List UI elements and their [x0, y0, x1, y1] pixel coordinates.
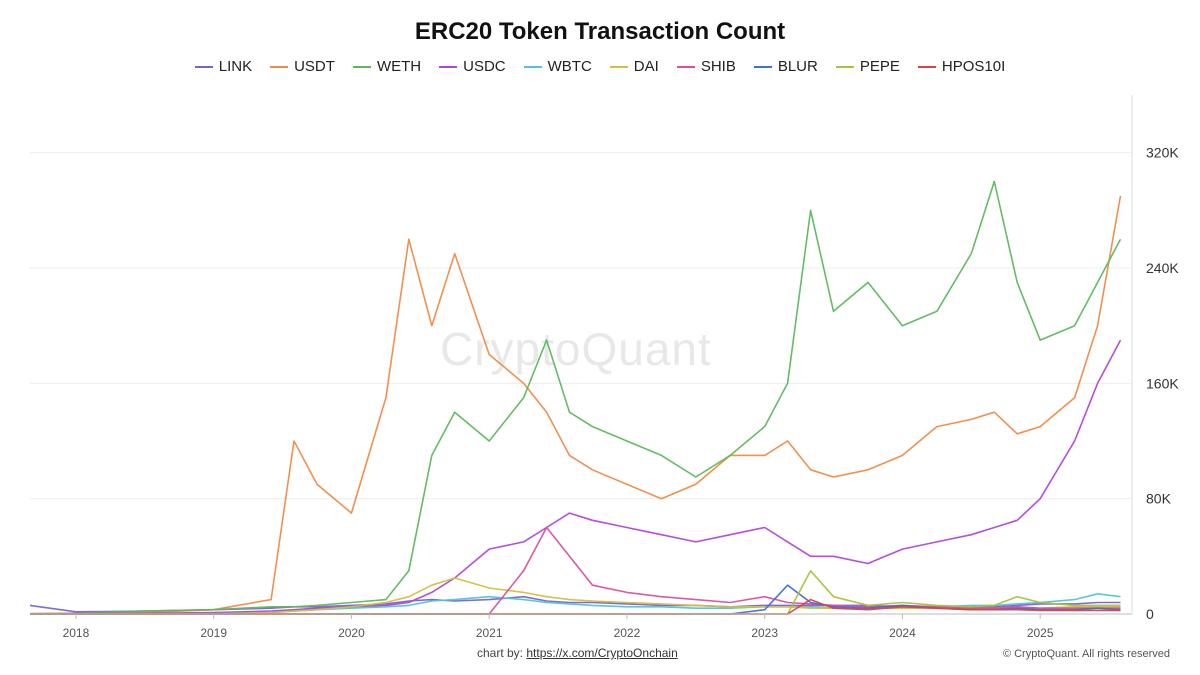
series-line-usdc	[29, 339, 1122, 615]
legend-swatch	[609, 65, 628, 68]
x-tick-label: 2019	[200, 626, 227, 640]
chart-legend: LINK USDT WETH USDC WBTC DAI SHIB BLUR PEPE HPOS1…	[0, 58, 1200, 75]
series-group	[29, 180, 1122, 615]
y-tick-label: 240K	[1146, 260, 1179, 276]
legend-item-pepe[interactable]: PEPE	[835, 58, 900, 75]
legend-label: SHIB	[700, 58, 736, 75]
legend-item-blur[interactable]: BLUR	[753, 58, 818, 75]
legend-label: HPOS10I	[941, 58, 1006, 75]
copyright-text: © CryptoQuant. All rights reserved	[1002, 648, 1170, 660]
legend-label: WETH	[376, 58, 422, 75]
grid-lines	[30, 152, 1132, 500]
x-tick-label: 2021	[476, 626, 503, 640]
series-line-weth	[29, 180, 1122, 615]
x-tick-label: 2022	[614, 626, 641, 640]
legend-item-shib[interactable]: SHIB	[676, 58, 736, 75]
legend-label: WBTC	[547, 58, 592, 75]
legend-item-usdt[interactable]: USDT	[270, 58, 335, 75]
legend-item-hpos10i[interactable]: HPOS10I	[917, 58, 1006, 75]
legend-swatch	[352, 65, 371, 68]
legend-label: BLUR	[777, 58, 818, 75]
watermark-logo: CryptoQuant	[440, 323, 712, 375]
legend-item-weth[interactable]: WETH	[352, 58, 422, 75]
legend-item-wbtc[interactable]: WBTC	[523, 58, 592, 75]
legend-item-dai[interactable]: DAI	[609, 58, 659, 75]
legend-item-link[interactable]: LINK	[194, 58, 253, 75]
chart-title: ERC20 Token Transaction Count	[414, 18, 786, 45]
legend-label: LINK	[218, 58, 253, 75]
legend-swatch	[270, 65, 289, 68]
y-tick-label: 80K	[1146, 491, 1172, 507]
axes: 0 80K 160K 240K 320K 2018 2019 2020 2021 2022 2023…	[30, 95, 1179, 640]
x-tick-label: 2020	[338, 626, 365, 640]
credit-link[interactable]: https://x.com/CryptoOnchain	[526, 646, 678, 660]
legend-label: USDT	[294, 58, 335, 75]
y-tick-label: 160K	[1146, 375, 1179, 391]
legend-swatch	[917, 65, 936, 68]
y-tick-label: 320K	[1146, 145, 1179, 161]
legend-label: DAI	[633, 58, 659, 75]
legend-swatch	[194, 65, 213, 68]
legend-swatch	[439, 65, 458, 68]
x-tick-label: 2023	[751, 626, 778, 640]
x-tick-label: 2025	[1027, 626, 1054, 640]
legend-swatch	[753, 65, 772, 68]
legend-label: PEPE	[859, 58, 900, 75]
legend-item-usdc[interactable]: USDC	[439, 58, 506, 75]
chart-credit: chart by: https://x.com/CryptoOnchain	[477, 646, 678, 660]
credit-prefix: chart by:	[477, 646, 527, 660]
legend-swatch	[676, 65, 695, 68]
legend-swatch	[523, 65, 542, 68]
y-tick-label: 0	[1146, 606, 1154, 622]
legend-swatch	[835, 65, 854, 68]
x-tick-label: 2024	[889, 626, 916, 640]
legend-label: USDC	[463, 58, 506, 75]
series-line-shib	[30, 526, 1121, 615]
series-line-usdt	[29, 195, 1122, 615]
x-tick-label: 2018	[63, 626, 90, 640]
